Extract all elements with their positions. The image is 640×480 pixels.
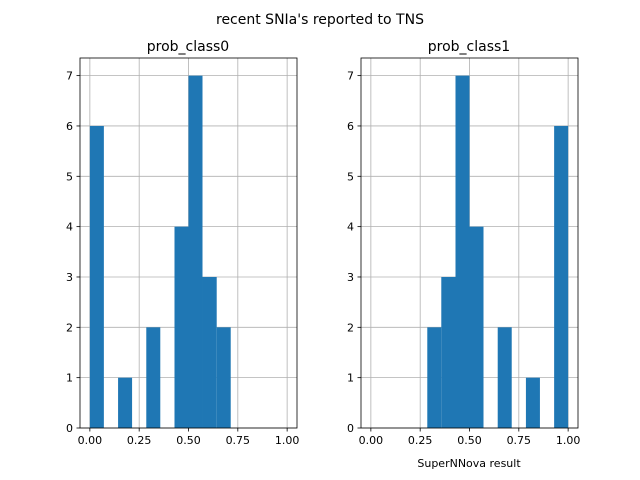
axes-frame	[79, 57, 298, 429]
histogram-panel-prob-class1: prob_class1 0.00 0.25 0.50 0.75 1.00 0 1 2 3 4 5 6 7…	[347, 39, 580, 470]
histogram-bar	[174, 226, 189, 428]
y-tick-label: 7	[66, 70, 73, 83]
x-tick-label: 0.00	[78, 434, 103, 447]
x-tick-label: 0.25	[127, 434, 152, 447]
axes-frame	[360, 57, 579, 429]
x-axis-label-prob-class1: SuperNNova result	[417, 457, 521, 470]
y-tick-label: 5	[66, 170, 73, 183]
histogram-bar	[554, 125, 569, 429]
y-tick-label: 6	[66, 120, 73, 133]
y-tick-label: 6	[347, 120, 354, 133]
y-tick-label: 4	[66, 221, 73, 234]
histogram-bar	[118, 377, 133, 428]
x-tick-label: 0.25	[408, 434, 433, 447]
figure-title: recent SNIa's reported to TNS	[216, 12, 424, 28]
y-tick-label: 3	[66, 271, 73, 284]
histogram-bar	[497, 327, 512, 428]
x-tick-label: 0.50	[176, 434, 201, 447]
histogram-bar	[146, 327, 161, 428]
histogram-bar	[188, 75, 203, 428]
histogram-bar	[469, 226, 484, 428]
bars-prob-class0	[89, 75, 231, 429]
y-tick-label: 4	[347, 221, 354, 234]
x-tick-label: 0.75	[507, 434, 532, 447]
y-tick-label: 5	[347, 170, 354, 183]
y-tick-label: 0	[347, 422, 354, 435]
y-tick-label: 3	[347, 271, 354, 284]
y-tick-label: 1	[347, 372, 354, 385]
y-tick-label: 2	[347, 321, 354, 334]
x-tick-label: 0.00	[359, 434, 384, 447]
y-tick-label: 2	[66, 321, 73, 334]
x-tick-label: 1.00	[275, 434, 300, 447]
x-tick-label: 0.75	[226, 434, 251, 447]
histogram-bar	[455, 75, 470, 428]
panel-title-prob-class1: prob_class1	[428, 39, 510, 55]
panel-title-prob-class0: prob_class0	[147, 39, 229, 55]
histogram-bar	[427, 327, 442, 428]
y-tick-label: 7	[347, 70, 354, 83]
histogram-bar	[525, 377, 540, 428]
y-tick-label: 1	[66, 372, 73, 385]
histogram-bar	[216, 327, 231, 428]
histogram-panel-prob-class0: prob_class0 0.00 0.25 0.50 0.75 1.00 0 1 2 3 4 5 6 7	[66, 39, 299, 447]
histogram-bar	[202, 276, 217, 428]
histogram-bar	[89, 125, 104, 429]
histogram-bar	[441, 276, 456, 428]
y-tick-label: 0	[66, 422, 73, 435]
axes-prob-class0: 0.00 0.25 0.50 0.75 1.00 0 1 2 3 4 5 6 7	[66, 57, 300, 447]
bars-prob-class1	[427, 75, 569, 429]
axes-prob-class1: 0.00 0.25 0.50 0.75 1.00 0 1 2 3 4 5 6 7	[347, 57, 581, 447]
x-tick-label: 1.00	[556, 434, 581, 447]
x-tick-label: 0.50	[457, 434, 482, 447]
